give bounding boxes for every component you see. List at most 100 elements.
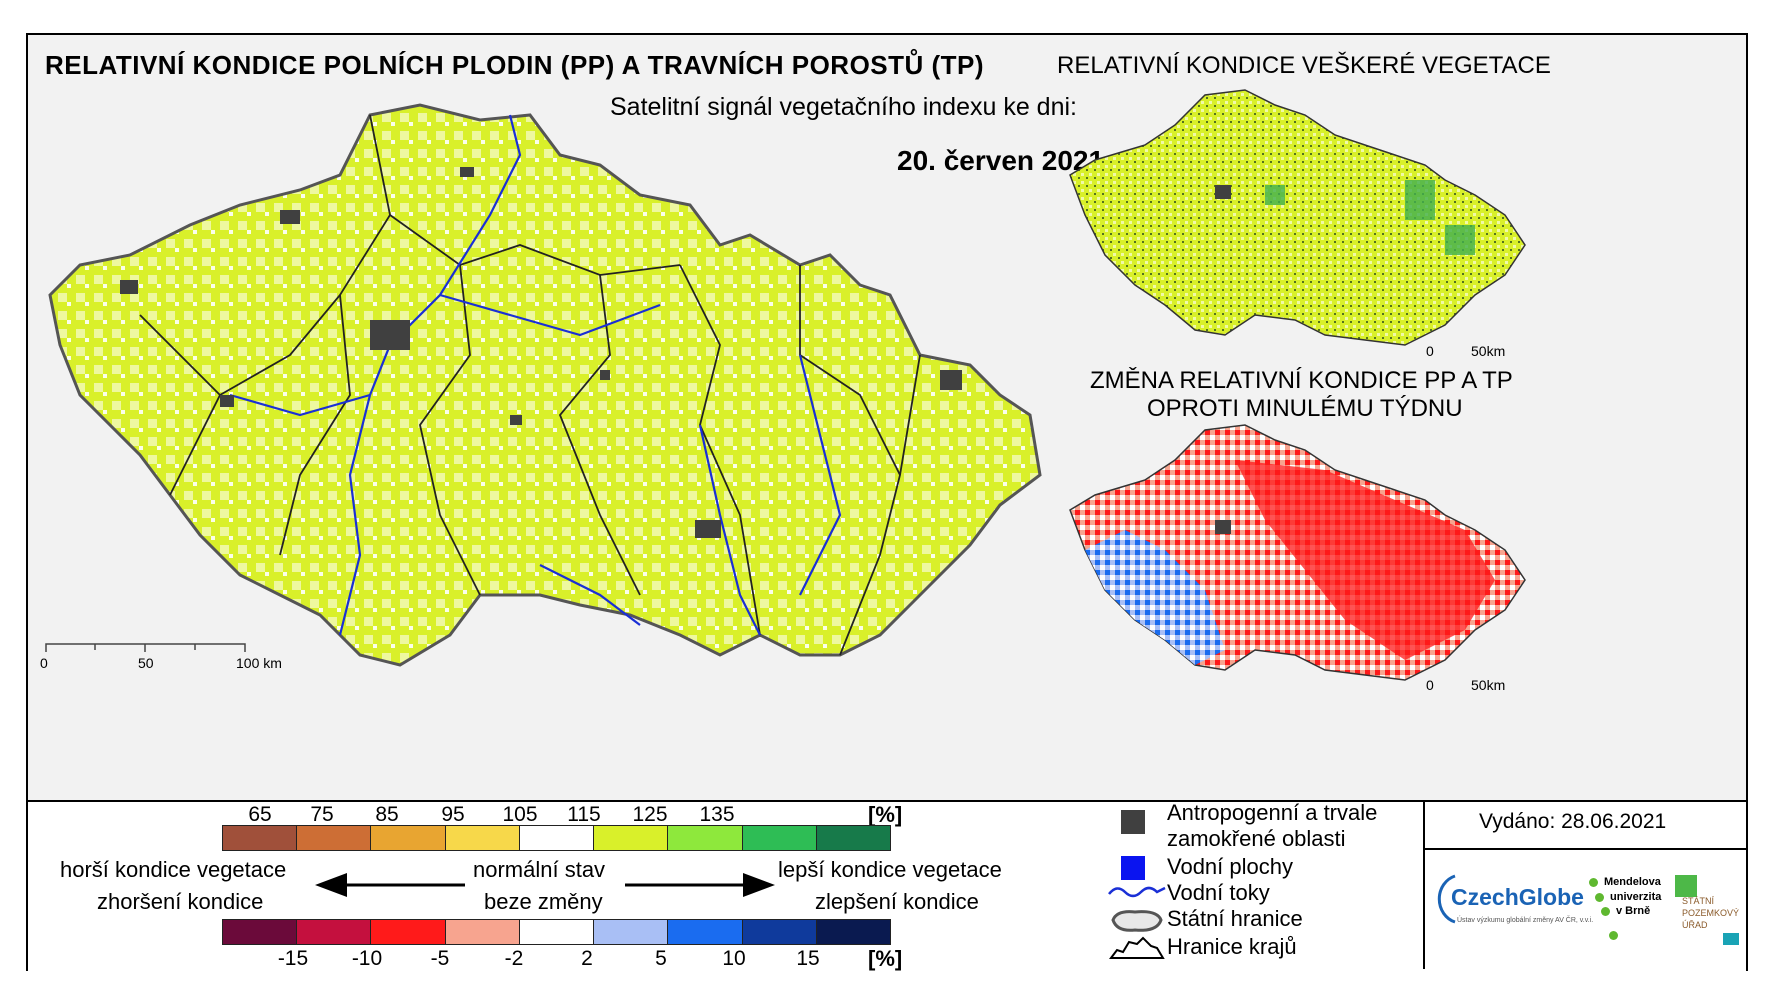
spu-accent-icon: [1723, 933, 1739, 945]
change-swatch: [222, 919, 298, 945]
rivers: [229, 114, 842, 636]
inset-bottom-decline-core: [1235, 460, 1495, 660]
chg-tick: -15: [277, 947, 309, 970]
water-swatch: [1121, 856, 1145, 880]
mendel-dot-icon: [1609, 931, 1618, 940]
inset-top-map: [1069, 89, 1526, 346]
worse-label-1: horší kondice vegetace: [60, 857, 287, 882]
mendel-dot-icon: [1601, 907, 1610, 916]
cond-tick: 95: [441, 803, 465, 826]
region-borders: [139, 114, 921, 656]
mendel-line-3: v Brně: [1616, 905, 1651, 917]
right-arrow-icon: [625, 873, 775, 897]
inset-bottom-map: [1069, 424, 1526, 681]
info-divider-v: [1423, 800, 1425, 969]
anthro-swatch: [1121, 810, 1145, 834]
main-date: 20. červen 2021: [897, 145, 1105, 176]
info-divider-h: [1423, 848, 1746, 850]
state-border-icon: [1111, 910, 1163, 932]
inset-bottom-scale-0: 0: [1426, 677, 1434, 693]
issued-date: Vydáno: 28.06.2021: [1479, 810, 1667, 833]
change-swatch: [593, 919, 669, 945]
cond-tick: 105: [502, 803, 538, 826]
czech-territory: [48, 103, 1042, 667]
spu-line-1: STÁTNÍ: [1682, 896, 1715, 906]
cond-tick: 75: [310, 803, 334, 826]
condition-unit: [%]: [868, 802, 903, 827]
inset-bottom-title-2: OPROTI MINULÉMU TÝDNU: [1147, 395, 1463, 422]
condition-swatch: [518, 825, 595, 851]
main-scale-50: 50: [138, 655, 154, 671]
inset-bottom-scale-50: 50km: [1471, 677, 1506, 693]
cond-tick: 115: [567, 803, 601, 826]
change-swatch: [667, 919, 743, 945]
mendel-line-2: univerzita: [1610, 891, 1662, 903]
condition-swatch: [370, 825, 446, 851]
condition-color-bar: [222, 825, 891, 851]
spu-line-3: ÚŘAD: [1682, 920, 1708, 930]
normal-label-1: normální stav: [473, 857, 606, 882]
main-map: [48, 103, 1042, 667]
main-scale-100: 100 km: [236, 655, 282, 671]
river-label: Vodní toky: [1167, 880, 1270, 905]
condition-swatch: [741, 825, 817, 851]
inset-top-territory: [1069, 89, 1526, 346]
better-label-1: lepší kondice vegetace: [778, 857, 1002, 882]
normal-label-2: beze změny: [484, 889, 603, 914]
chg-tick: 5: [655, 947, 667, 970]
chg-tick: -2: [504, 947, 524, 970]
condition-swatch: [444, 825, 520, 851]
czechglobe-wordmark: CzechGlobe: [1451, 884, 1584, 910]
change-swatch: [815, 919, 891, 945]
mendel-line-1: Mendelova: [1604, 876, 1661, 888]
condition-swatch: [296, 825, 372, 851]
cond-tick: 125: [632, 803, 668, 826]
main-title: RELATIVNÍ KONDICE POLNÍCH PLODIN (PP) A …: [45, 50, 985, 80]
region-border-label: Hranice krajů: [1167, 934, 1297, 959]
inset-top-prague: [1215, 185, 1231, 199]
worse-label-2: zhoršení kondice: [97, 889, 264, 914]
mendel-dot-icon: [1589, 878, 1598, 887]
cond-tick: 135: [699, 803, 735, 826]
inset-bottom-improve-area: [1085, 530, 1225, 665]
spu-square-icon: [1675, 875, 1697, 897]
cond-tick: 65: [248, 803, 272, 826]
inset-top-scale-50: 50km: [1471, 343, 1506, 359]
cond-tick: 85: [375, 803, 399, 826]
inset-bottom-title-1: ZMĚNA RELATIVNÍ KONDICE PP A TP: [1090, 367, 1513, 394]
main-subtitle: Satelitní signál vegetačního indexu ke d…: [610, 93, 1077, 121]
better-label-2: zlepšení kondice: [815, 889, 979, 914]
spu-logo: STÁTNÍ POZEMKOVÝ ÚŘAD: [1675, 873, 1740, 963]
inset-bottom-prague: [1215, 520, 1231, 534]
condition-swatch: [593, 825, 669, 851]
state-border-label: Státní hranice: [1167, 906, 1303, 931]
chg-tick: 10: [722, 947, 746, 970]
czechglobe-subtext: Ústav výzkumu globální změny AV ČR, v.v.…: [1457, 917, 1594, 924]
anthro-label-1: Antropogenní a trvale: [1167, 800, 1378, 825]
chg-tick: -5: [430, 947, 450, 970]
condition-swatch: [222, 825, 298, 851]
left-arrow-icon: [315, 873, 465, 897]
czechglobe-arc-icon: [1437, 874, 1456, 924]
spu-line-2: POZEMKOVÝ: [1682, 908, 1740, 918]
change-swatch: [741, 919, 817, 945]
inset-top-scale-0: 0: [1426, 343, 1434, 359]
region-border-icon: [1109, 936, 1165, 959]
change-swatch: [296, 919, 372, 945]
change-swatch: [518, 919, 595, 945]
urban-areas: [120, 167, 962, 538]
main-scale-0: 0: [40, 655, 48, 671]
change-unit: [%]: [868, 946, 903, 971]
water-label: Vodní plochy: [1167, 854, 1293, 879]
chg-tick: -10: [351, 947, 383, 970]
inset-top-greener: [1265, 180, 1475, 255]
chg-tick: 2: [581, 947, 593, 970]
condition-swatch: [815, 825, 891, 851]
anthro-label-2: zamokřené oblasti: [1167, 826, 1346, 851]
mendel-logo: Mendelova univerzita v Brně: [1587, 873, 1661, 953]
river-line-icon: [1108, 886, 1166, 898]
condition-swatch: [667, 825, 743, 851]
chg-tick: 15: [796, 947, 820, 970]
main-scale-bar: [45, 643, 246, 652]
inset-top-title: RELATIVNÍ KONDICE VEŠKERÉ VEGETACE: [1057, 52, 1551, 79]
